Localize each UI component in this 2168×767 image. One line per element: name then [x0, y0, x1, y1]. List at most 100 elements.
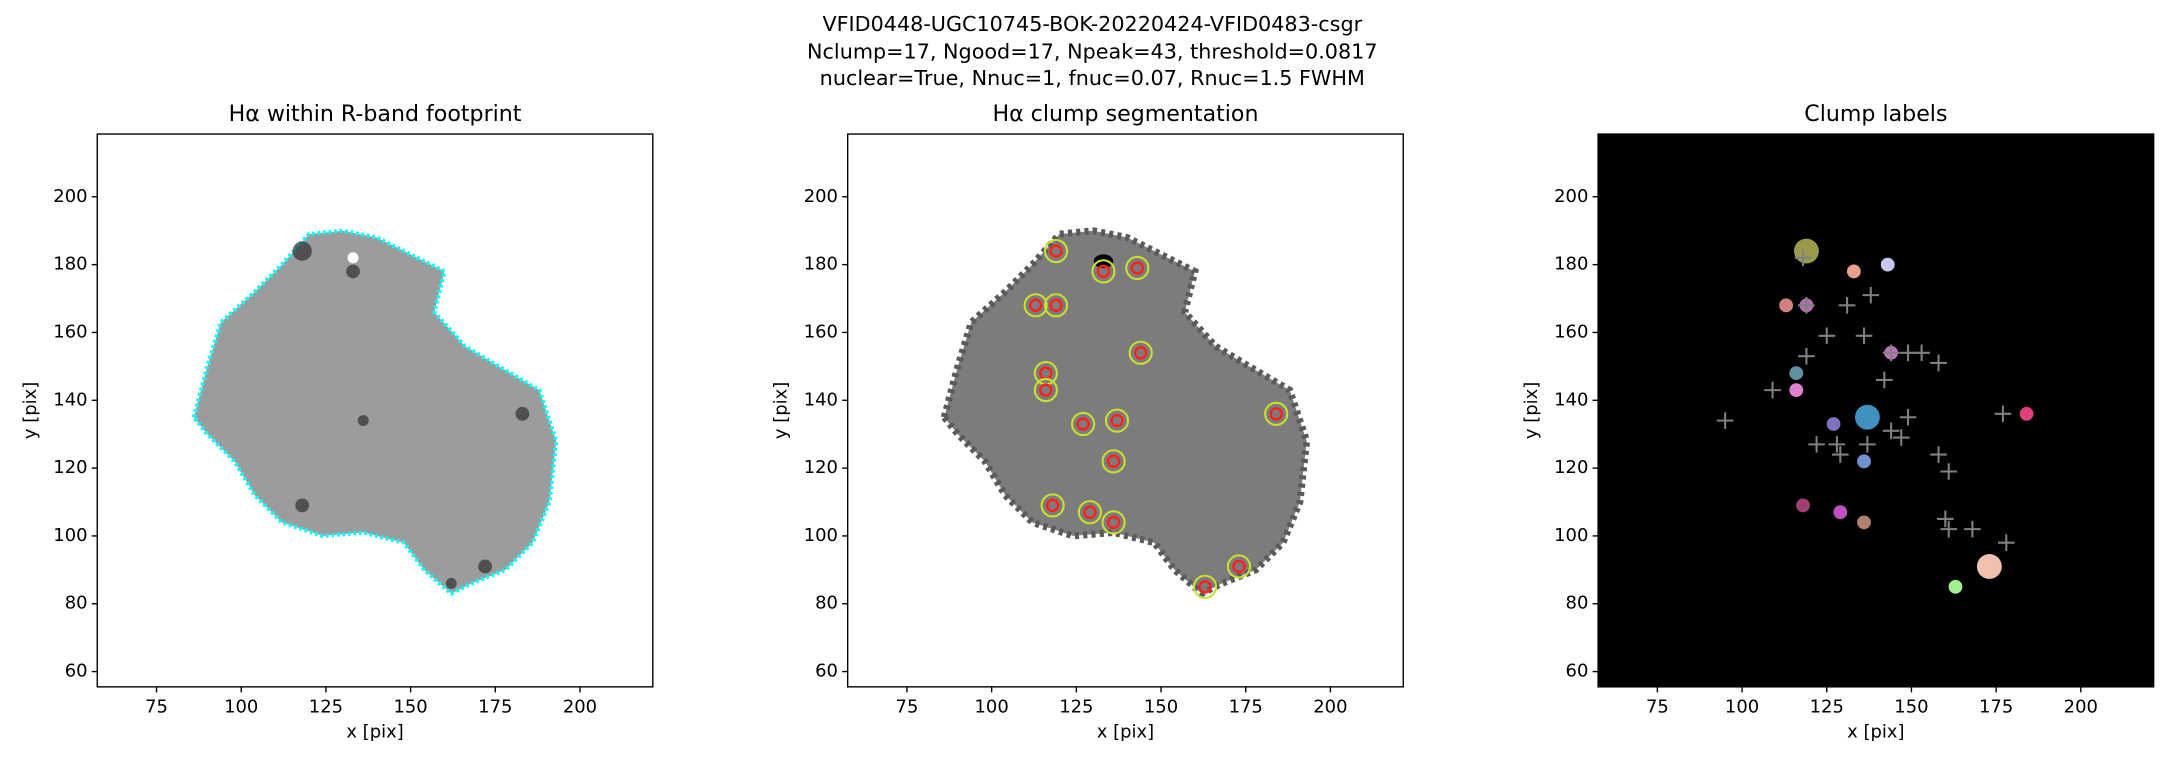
segment-outline	[1192, 574, 1218, 599]
suptitle: VFID0448-UGC10745-BOK-20220424-VFID0483-…	[822, 12, 1362, 36]
peak-marker	[1998, 534, 2015, 552]
axes-frame	[846, 133, 1404, 688]
peak-marker	[1882, 344, 1900, 362]
peak-marker	[1892, 429, 1910, 446]
clump-region	[1857, 515, 1871, 530]
peak-marker	[1964, 520, 1981, 538]
x-tick-label: 175	[1229, 697, 1263, 718]
x-axis-label: x [pix]	[1847, 721, 1904, 742]
dark-spot	[478, 559, 493, 574]
peak-marker	[1808, 436, 1825, 453]
segment-outline	[1033, 378, 1058, 403]
segment-outline	[1125, 255, 1150, 281]
x-tick-label: 100	[224, 697, 258, 718]
peak-marker	[1764, 381, 1781, 399]
y-tick-label: 60	[815, 661, 838, 682]
peak-marker	[1940, 463, 1957, 480]
peak-marker	[1930, 446, 1947, 463]
x-tick-label: 125	[1810, 697, 1844, 718]
x-tick-label: 150	[1894, 697, 1928, 718]
segment-outline	[1043, 238, 1069, 264]
x-tick-label: 125	[309, 697, 343, 718]
panel-title: Hα within R-band footprint	[229, 101, 522, 127]
segment-outline	[1226, 554, 1252, 579]
peak-marker	[1798, 297, 1815, 314]
y-tick-label: 200	[53, 186, 87, 207]
peak-marker	[1913, 344, 1930, 362]
y-axis-label: y [pix]	[20, 382, 41, 439]
suptitle: nuclear=True, Nnuc=1, fnuc=0.07, Rnuc=1.…	[820, 66, 1365, 90]
peak-marker	[1937, 510, 1954, 528]
clump-marker	[1049, 244, 1063, 258]
panel-title: Hα clump segmentation	[992, 101, 1258, 127]
clump-region	[1796, 498, 1810, 513]
y-tick-label: 80	[65, 593, 88, 614]
y-tick-label: 100	[53, 525, 87, 546]
dark-spot	[357, 415, 369, 427]
clump-region	[1789, 383, 1804, 398]
clump-region	[1976, 554, 2002, 579]
clump-marker	[1096, 264, 1111, 279]
clump-region	[1793, 238, 1819, 264]
clump-region	[1779, 298, 1794, 313]
x-tick-label: 100	[975, 697, 1009, 718]
clump-region	[1854, 404, 1880, 430]
y-tick-label: 80	[1566, 593, 1589, 614]
clump-region	[1948, 579, 1963, 594]
peak-marker	[1899, 408, 1917, 426]
clump-marker	[1049, 298, 1063, 313]
x-tick-label: 200	[2064, 697, 2098, 718]
peak-marker	[1876, 371, 1893, 389]
y-tick-label: 120	[804, 457, 838, 478]
dark-spot	[295, 498, 310, 513]
dark-spot	[445, 577, 457, 589]
clump-region	[1833, 505, 1848, 520]
y-tick-label: 60	[1566, 661, 1589, 682]
galaxy-image	[191, 228, 559, 597]
x-tick-label: 75	[145, 697, 168, 718]
segment-outline	[1128, 340, 1153, 365]
clump-marker	[1106, 454, 1121, 469]
clump-marker	[1130, 261, 1145, 275]
clump-marker	[1269, 407, 1283, 421]
y-tick-label: 100	[804, 525, 838, 546]
clump-marker	[1110, 413, 1124, 428]
y-tick-label: 140	[804, 389, 838, 410]
y-tick-label: 140	[1554, 389, 1588, 410]
segment-outline	[1077, 500, 1102, 525]
segment-outline	[1091, 259, 1116, 284]
x-tick-label: 75	[1646, 697, 1669, 718]
peak-marker	[1940, 520, 1957, 538]
clump-marker	[1232, 559, 1246, 574]
x-tick-label: 175	[478, 697, 512, 718]
x-tick-label: 200	[1313, 697, 1347, 718]
y-tick-label: 100	[1554, 525, 1588, 546]
y-axis-label: y [pix]	[770, 382, 791, 439]
dark-spot	[292, 241, 312, 261]
y-tick-label: 60	[65, 661, 88, 682]
x-tick-label: 75	[896, 697, 919, 718]
plot-area	[1598, 134, 2154, 687]
peak-marker	[1930, 354, 1947, 372]
suptitle: Nclump=17, Ngood=17, Npeak=43, threshold…	[807, 40, 1377, 64]
segment-outline	[1071, 411, 1096, 437]
peak-marker	[1838, 297, 1856, 314]
segment-outline	[1101, 510, 1126, 535]
x-tick-label: 200	[563, 697, 597, 718]
y-tick-label: 160	[1554, 321, 1588, 342]
clump-marker	[1076, 417, 1090, 431]
panel-title: Clump labels	[1804, 101, 1947, 127]
axes-frame	[96, 133, 654, 688]
peak-marker	[1794, 249, 1812, 267]
axes-frame	[1597, 133, 2155, 688]
peak-marker	[1862, 286, 1880, 304]
y-tick-label: 160	[804, 321, 838, 342]
peak-marker	[1832, 446, 1849, 463]
peak-marker	[1859, 436, 1876, 453]
x-axis-label: x [pix]	[1097, 721, 1154, 742]
bright-spot	[347, 252, 359, 264]
dark-spot	[346, 264, 360, 279]
peak-marker	[1994, 405, 2012, 423]
x-tick-label: 150	[1144, 697, 1178, 718]
